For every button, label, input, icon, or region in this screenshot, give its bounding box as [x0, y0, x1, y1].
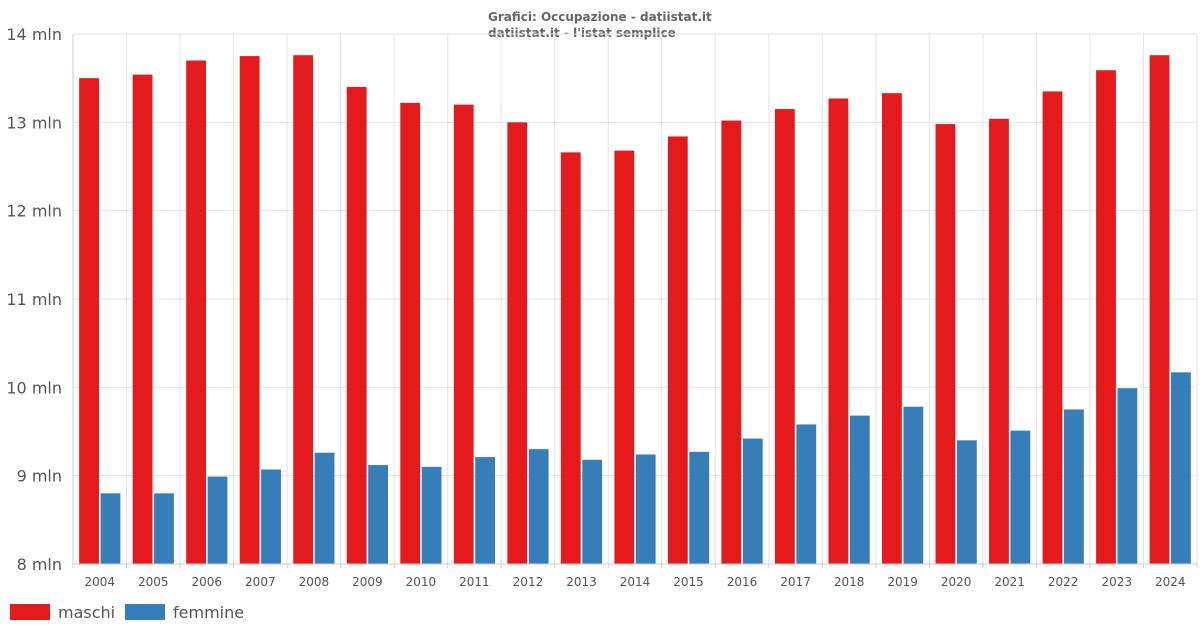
bar-femmine-2024[interactable] — [1171, 372, 1191, 564]
bar-femmine-2010[interactable] — [421, 466, 442, 564]
x-tick-label: 2022 — [1048, 575, 1079, 589]
x-tick-label: 2010 — [406, 575, 437, 589]
y-axis: 8 mln 9 mln 10 mln 11 mln 12 mln 13 mln 14 mln — [6, 25, 74, 574]
bar-maschi-2009[interactable] — [346, 87, 367, 564]
x-tick-label: 2019 — [887, 575, 918, 589]
legend-swatch-maschi[interactable] — [10, 604, 50, 620]
bar-femmine-2005[interactable] — [154, 493, 174, 564]
bar-maschi-2021[interactable] — [989, 118, 1009, 565]
bar-femmine-2016[interactable] — [742, 438, 763, 564]
bar-femmine-2022[interactable] — [1063, 409, 1084, 564]
bar-maschi-2011[interactable] — [453, 104, 474, 565]
bar-femmine-2009[interactable] — [368, 465, 388, 564]
bar-maschi-2023[interactable] — [1096, 70, 1116, 564]
legend-swatch-femmine[interactable] — [125, 604, 165, 620]
y-tick-label: 9 mln — [17, 467, 62, 486]
bar-femmine-2012[interactable] — [528, 449, 549, 564]
x-axis: 2004 2005 2006 2007 2008 2009 2010 2011 2012 2013… — [73, 563, 1198, 589]
bar-femmine-2018[interactable] — [849, 415, 870, 564]
chart-subtitle: datiistat.it - l'istat semplice — [488, 26, 676, 40]
bar-femmine-2006[interactable] — [207, 476, 228, 564]
bar-maschi-2006[interactable] — [186, 60, 207, 565]
x-tick-label: 2014 — [620, 575, 651, 589]
x-tick-label: 2017 — [780, 575, 811, 589]
y-tick-label: 10 mln — [6, 378, 62, 397]
bar-maschi-2022[interactable] — [1042, 91, 1063, 565]
chart-title: Grafici: Occupazione - datiistat.it — [488, 10, 712, 24]
bar-femmine-2023[interactable] — [1117, 388, 1138, 564]
bar-maschi-2004[interactable] — [79, 78, 99, 565]
x-tick-label: 2012 — [513, 575, 544, 589]
bar-maschi-2010[interactable] — [400, 102, 421, 565]
bar-maschi-2012[interactable] — [507, 122, 528, 564]
x-tick-label: 2024 — [1155, 575, 1186, 589]
bar-femmine-2011[interactable] — [475, 457, 496, 564]
bar-maschi-2007[interactable] — [239, 56, 260, 564]
bar-femmine-2017[interactable] — [796, 424, 817, 564]
x-tick-label: 2007 — [245, 575, 276, 589]
x-tick-label: 2023 — [1101, 575, 1132, 589]
legend[interactable]: maschi femmine — [10, 603, 244, 622]
grid — [72, 33, 1198, 565]
bar-femmine-2007[interactable] — [261, 469, 281, 564]
bar-maschi-2005[interactable] — [132, 74, 153, 564]
y-tick-label: 14 mln — [6, 25, 62, 44]
bar-femmine-2008[interactable] — [314, 452, 335, 564]
bars — [79, 55, 1191, 565]
bar-femmine-2020[interactable] — [956, 440, 977, 564]
bar-maschi-2008[interactable] — [293, 55, 314, 564]
bar-maschi-2017[interactable] — [774, 109, 795, 564]
y-tick-label: 13 mln — [6, 113, 62, 132]
legend-label-femmine[interactable]: femmine — [173, 603, 244, 622]
bar-femmine-2013[interactable] — [582, 459, 603, 564]
bar-maschi-2019[interactable] — [882, 93, 902, 564]
x-tick-label: 2011 — [459, 575, 490, 589]
bar-femmine-2019[interactable] — [903, 406, 924, 564]
x-tick-label: 2005 — [138, 575, 169, 589]
legend-label-maschi[interactable]: maschi — [58, 603, 115, 622]
x-tick-label: 2015 — [673, 575, 704, 589]
x-tick-label: 2021 — [994, 575, 1025, 589]
x-tick-label: 2004 — [84, 575, 115, 589]
y-tick-label: 11 mln — [6, 290, 62, 309]
bar-femmine-2021[interactable] — [1010, 430, 1031, 564]
bar-maschi-2016[interactable] — [721, 120, 742, 565]
bar-maschi-2014[interactable] — [614, 150, 635, 564]
x-tick-label: 2009 — [352, 575, 383, 589]
x-tick-label: 2013 — [566, 575, 597, 589]
y-tick-label: 8 mln — [17, 555, 62, 574]
bar-maschi-2024[interactable] — [1149, 55, 1170, 564]
bar-maschi-2020[interactable] — [935, 124, 956, 564]
bar-maschi-2013[interactable] — [560, 152, 581, 564]
x-tick-label: 2018 — [834, 575, 865, 589]
x-tick-label: 2008 — [299, 575, 330, 589]
x-tick-label: 2016 — [727, 575, 758, 589]
bar-femmine-2014[interactable] — [635, 454, 656, 564]
bar-femmine-2004[interactable] — [100, 493, 121, 564]
x-tick-label: 2020 — [941, 575, 972, 589]
x-tick-label: 2006 — [192, 575, 223, 589]
bar-maschi-2015[interactable] — [667, 136, 688, 564]
bar-femmine-2015[interactable] — [689, 451, 710, 564]
y-tick-label: 12 mln — [6, 202, 62, 221]
bar-maschi-2018[interactable] — [828, 98, 849, 564]
